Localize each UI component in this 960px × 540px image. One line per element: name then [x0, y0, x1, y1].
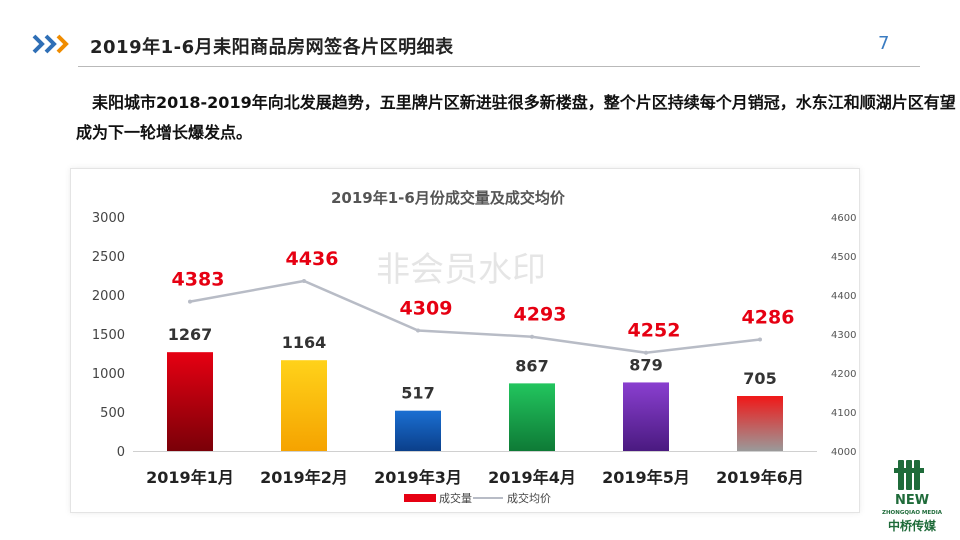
- x-axis-tick: 2019年6月: [716, 468, 804, 487]
- bar-data-label: 1267: [168, 325, 213, 344]
- line-point: [644, 350, 648, 355]
- x-axis-tick: 2019年1月: [146, 468, 234, 487]
- line-data-label: 4383: [172, 269, 225, 291]
- bar: [509, 383, 555, 451]
- right-axis: 4000 4100 4200 4300 4400 4500 4600: [831, 213, 856, 458]
- bar-data-label: 879: [629, 355, 662, 374]
- legend: 成交量 成交均价: [404, 491, 551, 505]
- left-axis-tick: 2000: [92, 289, 125, 304]
- line-data-label: 4436: [286, 248, 339, 270]
- line-series: 4383 4436 4309 4293 4252 4286: [172, 248, 795, 355]
- page-title: 2019年1-6月耒阳商品房网签各片区明细表: [90, 37, 454, 58]
- line-point: [188, 299, 192, 304]
- chart-panel: 2019年1-6月份成交量及成交均价 非会员水印 0 500 1000 1500 200…: [70, 168, 860, 513]
- right-axis-tick: 4300: [831, 330, 856, 341]
- bar-data-label: 1164: [282, 333, 327, 352]
- x-axis-tick: 2019年3月: [374, 468, 462, 487]
- bar: [281, 360, 327, 451]
- bar-series: 1267 1164 517 867 879 705: [167, 325, 783, 451]
- page-number: 7: [878, 33, 890, 54]
- left-axis-tick: 500: [100, 406, 125, 421]
- left-axis-tick: 3000: [92, 211, 125, 226]
- right-axis-tick: 4000: [831, 447, 856, 458]
- line-data-label: 4252: [628, 320, 681, 342]
- bar-data-label: 705: [743, 369, 776, 388]
- zhongqiao-logo-icon: NEW ZHONGQIAO MEDIA 中桥传媒: [882, 460, 943, 533]
- price-line: [189, 279, 761, 354]
- watermark-text: 非会员水印: [376, 250, 546, 290]
- line-point: [302, 278, 306, 283]
- right-axis-tick: 4200: [831, 369, 856, 380]
- chevron-arrows-icon: [32, 34, 69, 54]
- header-divider: [78, 66, 920, 67]
- left-axis-tick: 1000: [92, 367, 125, 382]
- x-axis-tick: 2019年2月: [260, 468, 348, 487]
- right-axis-tick: 4100: [831, 408, 856, 419]
- x-axis-tick: 2019年5月: [602, 468, 690, 487]
- line-data-label: 4286: [742, 306, 795, 328]
- logo-line1: NEW: [895, 493, 929, 508]
- bar-data-label: 517: [401, 384, 434, 403]
- brand-logo: NEW ZHONGQIAO MEDIA 中桥传媒: [872, 458, 952, 536]
- legend-swatch-bar: [404, 494, 436, 502]
- x-axis: 2019年1月 2019年2月 2019年3月 2019年4月 2019年5月 2019年…: [133, 451, 817, 487]
- legend-label-bar: 成交量: [439, 491, 472, 505]
- line-point: [416, 328, 420, 333]
- line-point: [758, 337, 762, 342]
- slide-header: 2019年1-6月耒阳商品房网签各片区明细表 7: [0, 0, 960, 67]
- right-axis-tick: 4400: [831, 291, 856, 302]
- logo-line3: 中桥传媒: [888, 518, 937, 533]
- left-axis-tick: 0: [117, 445, 125, 460]
- logo-line2: ZHONGQIAO MEDIA: [882, 510, 943, 516]
- bar: [395, 410, 441, 451]
- right-axis-tick: 4500: [831, 252, 856, 263]
- legend-label-line: 成交均价: [507, 491, 551, 505]
- line-data-label: 4293: [514, 304, 567, 326]
- intro-paragraph: 耒阳城市2018-2019年向北发展趋势，五里牌片区新进驻很多新楼盘，整个片区持…: [76, 88, 956, 148]
- intro-text: 耒阳城市2018-2019年向北发展趋势，五里牌片区新进驻很多新楼盘，整个片区持…: [76, 93, 956, 142]
- bar: [623, 382, 669, 451]
- left-axis: 0 500 1000 1500 2000 2500 3000: [92, 211, 125, 460]
- right-axis-tick: 4600: [831, 213, 856, 224]
- bar: [737, 396, 783, 451]
- left-axis-tick: 1500: [92, 328, 125, 343]
- x-axis-tick: 2019年4月: [488, 468, 576, 487]
- bar-data-label: 867: [515, 356, 548, 375]
- line-data-label: 4309: [400, 297, 453, 319]
- line-point: [530, 334, 534, 339]
- left-axis-tick: 2500: [92, 250, 125, 265]
- chart-title: 2019年1-6月份成交量及成交均价: [331, 189, 566, 207]
- bar: [167, 352, 213, 451]
- combo-chart: 2019年1-6月份成交量及成交均价 非会员水印 0 500 1000 1500 200…: [92, 189, 857, 505]
